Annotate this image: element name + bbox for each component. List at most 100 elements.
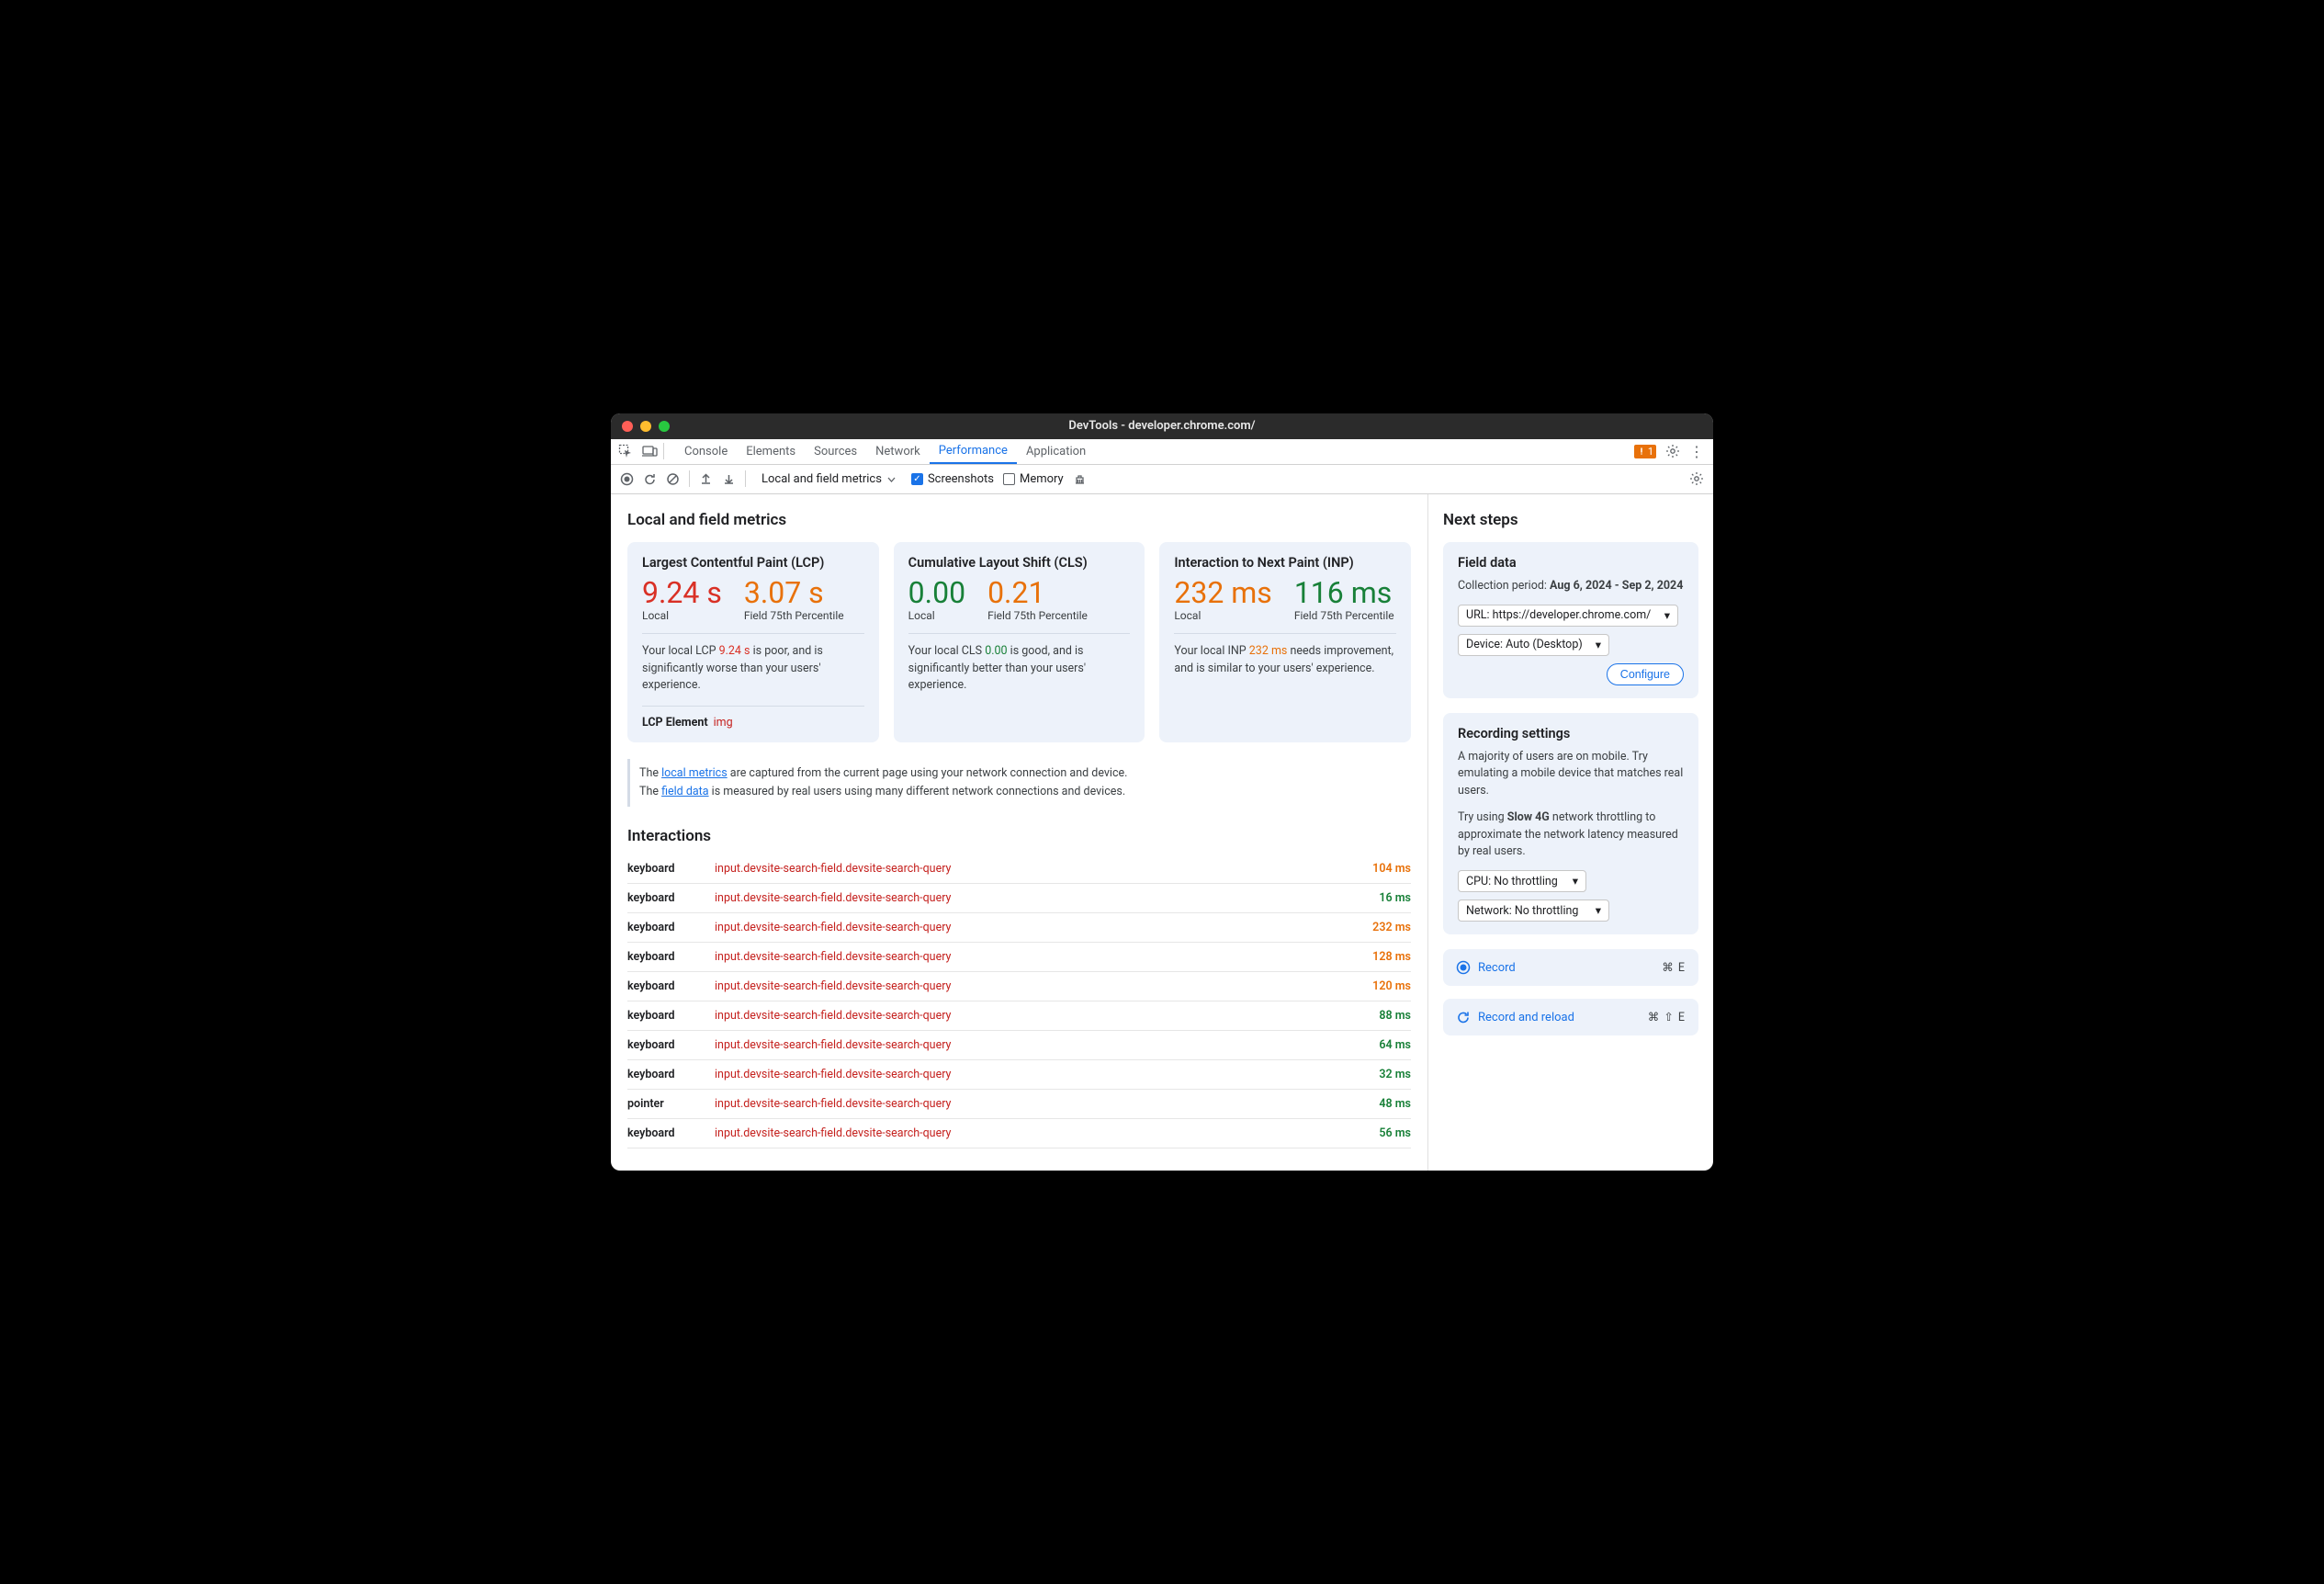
interaction-row[interactable]: keyboard input.devsite-search-field.devs… <box>627 1031 1411 1060</box>
interaction-row[interactable]: keyboard input.devsite-search-field.devs… <box>627 854 1411 884</box>
metric-local-label: Local <box>1174 609 1271 622</box>
interaction-row[interactable]: keyboard input.devsite-search-field.devs… <box>627 1119 1411 1148</box>
upload-icon[interactable] <box>699 472 713 486</box>
interaction-row[interactable]: keyboard input.devsite-search-field.devs… <box>627 884 1411 913</box>
metric-local-label: Local <box>908 609 965 622</box>
toolbar-settings-icon[interactable] <box>1689 471 1704 486</box>
record-icon[interactable] <box>620 472 634 486</box>
record-reload-label: Record and reload <box>1478 1011 1574 1024</box>
interaction-row[interactable]: keyboard input.devsite-search-field.devs… <box>627 913 1411 943</box>
metrics-scope-dropdown[interactable]: Local and field metrics <box>755 470 902 489</box>
metric-description: Your local CLS 0.00 is good, and is sign… <box>908 643 1131 695</box>
metric-field-label: Field 75th Percentile <box>1294 609 1394 622</box>
tab-console[interactable]: Console <box>675 438 737 464</box>
interaction-kind: keyboard <box>627 1068 715 1081</box>
interaction-selector: input.devsite-search-field.devsite-searc… <box>715 1009 951 1023</box>
metric-local-value: 0.00 <box>908 578 965 607</box>
tab-performance[interactable]: Performance <box>930 438 1017 464</box>
interaction-kind: pointer <box>627 1097 715 1111</box>
main-panel: Local and field metrics Largest Contentf… <box>611 494 1428 1171</box>
record-shortcut: ⌘ E <box>1662 960 1686 975</box>
lcp-element-tag[interactable]: img <box>714 716 733 730</box>
field-data-link[interactable]: field data <box>661 785 708 798</box>
record-reload-panel[interactable]: Record and reload ⌘ ⇧ E <box>1443 999 1698 1035</box>
garbage-collect-icon[interactable] <box>1073 472 1087 486</box>
metric-card-title: Largest Contentful Paint (LCP) <box>642 555 864 571</box>
metric-card-title: Cumulative Layout Shift (CLS) <box>908 555 1131 571</box>
collection-period-value: Aug 6, 2024 - Sep 2, 2024 <box>1550 579 1683 593</box>
interaction-row[interactable]: keyboard input.devsite-search-field.devs… <box>627 943 1411 972</box>
interaction-duration: 128 ms <box>1372 950 1411 964</box>
interactions-heading: Interactions <box>627 827 1411 845</box>
checkbox-empty-icon <box>1003 473 1015 485</box>
interaction-selector: input.devsite-search-field.devsite-searc… <box>715 979 951 993</box>
device-dropdown[interactable]: Device: Auto (Desktop) ▾ <box>1458 634 1609 656</box>
interaction-row[interactable]: pointer input.devsite-search-field.devsi… <box>627 1090 1411 1119</box>
interaction-selector: input.devsite-search-field.devsite-searc… <box>715 950 951 964</box>
metric-local-label: Local <box>642 609 722 622</box>
interaction-kind: keyboard <box>627 921 715 934</box>
interaction-kind: keyboard <box>627 1009 715 1023</box>
configure-button[interactable]: Configure <box>1607 663 1684 685</box>
interaction-row[interactable]: keyboard input.devsite-search-field.devs… <box>627 1001 1411 1031</box>
recording-settings-bold: Slow 4G <box>1507 810 1550 824</box>
chevron-down-icon: ▾ <box>1596 638 1601 652</box>
field-data-title: Field data <box>1458 555 1684 571</box>
interaction-duration: 104 ms <box>1372 862 1411 876</box>
url-dropdown[interactable]: URL: https://developer.chrome.com/ ▾ <box>1458 605 1678 627</box>
interaction-selector: input.devsite-search-field.devsite-searc… <box>715 1068 951 1081</box>
download-icon[interactable] <box>722 472 736 486</box>
interaction-row[interactable]: keyboard input.devsite-search-field.devs… <box>627 1060 1411 1090</box>
screenshots-checkbox[interactable]: ✓ Screenshots <box>911 472 994 486</box>
devtools-window: DevTools - developer.chrome.com/ Console… <box>611 413 1713 1171</box>
interaction-duration: 64 ms <box>1379 1038 1411 1052</box>
inspect-element-icon[interactable] <box>618 444 633 458</box>
interaction-row[interactable]: keyboard input.devsite-search-field.devs… <box>627 972 1411 1001</box>
reload-icon[interactable] <box>643 472 657 486</box>
tab-network[interactable]: Network <box>866 438 930 464</box>
tab-elements[interactable]: Elements <box>737 438 805 464</box>
lcp-element-label: LCP Element <box>642 716 708 730</box>
cpu-throttle-dropdown[interactable]: CPU: No throttling ▾ <box>1458 870 1586 892</box>
memory-checkbox[interactable]: Memory <box>1003 472 1064 486</box>
kebab-menu-icon[interactable]: ⋮ <box>1689 443 1704 460</box>
metric-card: Cumulative Layout Shift (CLS) 0.00 Local… <box>894 542 1145 742</box>
interaction-duration: 56 ms <box>1379 1126 1411 1140</box>
interaction-duration: 88 ms <box>1379 1009 1411 1023</box>
interaction-selector: input.devsite-search-field.devsite-searc… <box>715 891 951 905</box>
network-throttle-label: Network: No throttling <box>1466 904 1578 918</box>
network-throttle-dropdown[interactable]: Network: No throttling ▾ <box>1458 899 1609 922</box>
issues-badge[interactable]: 1 <box>1634 445 1656 458</box>
screenshots-label: Screenshots <box>928 472 994 486</box>
field-data-panel: Field data Collection period: Aug 6, 202… <box>1443 542 1698 698</box>
chevron-down-icon: ▾ <box>1664 608 1670 623</box>
metric-field-label: Field 75th Percentile <box>987 609 1088 622</box>
interaction-duration: 120 ms <box>1372 979 1411 993</box>
local-metrics-link[interactable]: local metrics <box>661 766 728 780</box>
tab-sources[interactable]: Sources <box>805 438 866 464</box>
record-panel[interactable]: Record ⌘ E <box>1443 949 1698 986</box>
metric-field-value: 3.07 s <box>744 578 844 607</box>
window-title: DevTools - developer.chrome.com/ <box>611 419 1713 433</box>
settings-icon[interactable] <box>1665 444 1680 458</box>
interaction-kind: keyboard <box>627 1038 715 1052</box>
collection-period-label: Collection period: <box>1458 579 1547 593</box>
note-text: is measured by real users using many dif… <box>709 785 1126 798</box>
cpu-throttle-label: CPU: No throttling <box>1466 875 1558 888</box>
titlebar: DevTools - developer.chrome.com/ <box>611 413 1713 439</box>
metric-card: Largest Contentful Paint (LCP) 9.24 s Lo… <box>627 542 879 742</box>
metric-card: Interaction to Next Paint (INP) 232 ms L… <box>1159 542 1411 742</box>
metric-description: Your local LCP 9.24 s is poor, and is si… <box>642 643 864 695</box>
content-area: Local and field metrics Largest Contentf… <box>611 494 1713 1171</box>
record-dot-icon <box>1456 960 1471 975</box>
tab-application[interactable]: Application <box>1017 438 1095 464</box>
issues-count: 1 <box>1648 446 1653 458</box>
url-dropdown-label: URL: https://developer.chrome.com/ <box>1466 608 1651 622</box>
device-toolbar-icon[interactable] <box>642 445 658 458</box>
metric-local-value: 9.24 s <box>642 578 722 607</box>
device-dropdown-label: Device: Auto (Desktop) <box>1466 638 1583 651</box>
interaction-selector: input.devsite-search-field.devsite-searc… <box>715 1126 951 1140</box>
interaction-kind: keyboard <box>627 862 715 876</box>
note-text: are captured from the current page using… <box>728 766 1128 780</box>
clear-icon[interactable] <box>666 472 680 486</box>
